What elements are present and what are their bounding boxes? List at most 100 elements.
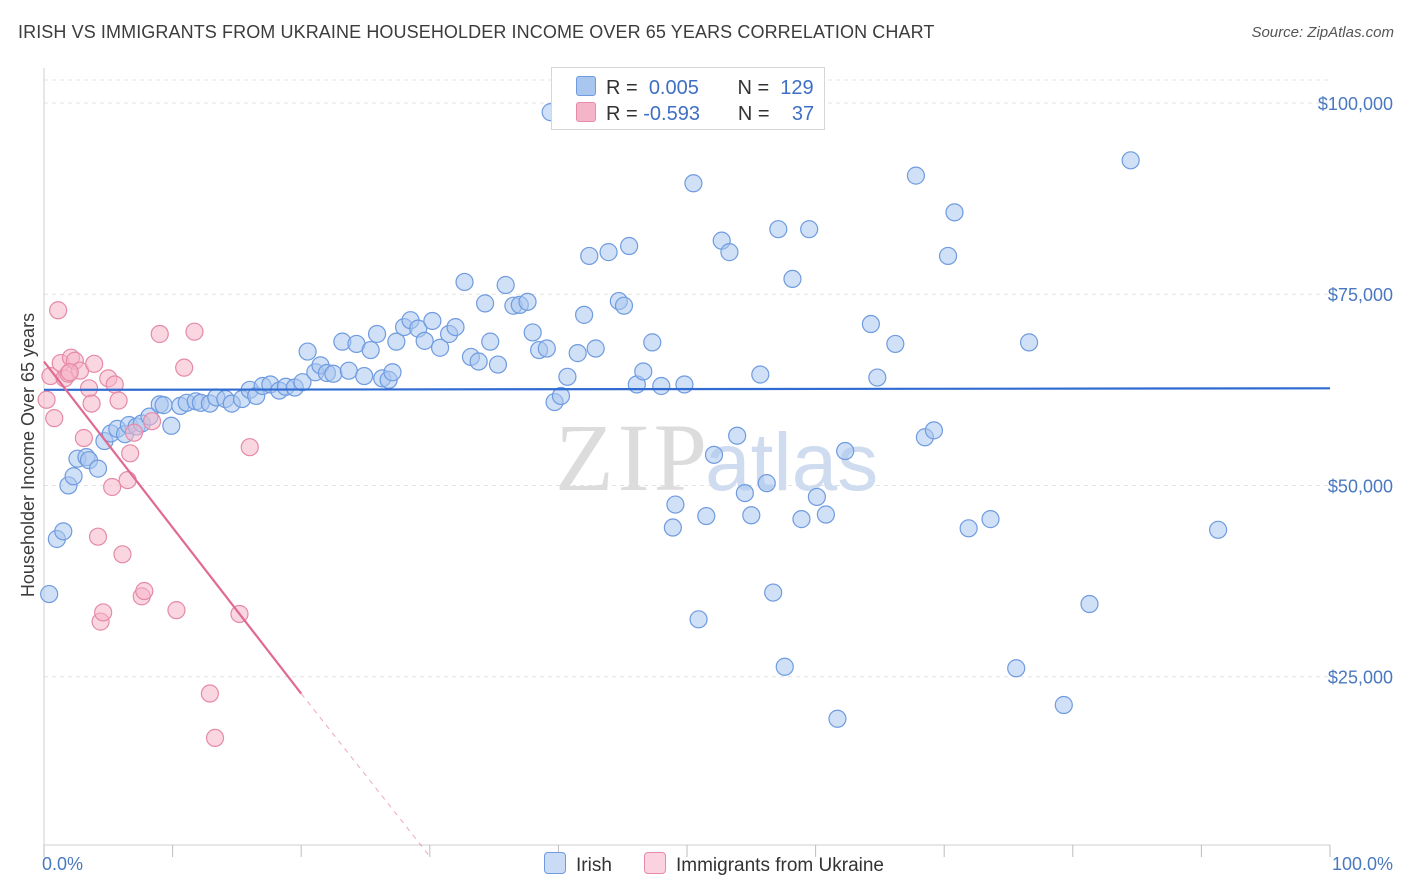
legend-item-ukraine[interactable]: Immigrants from Ukraine <box>644 852 884 877</box>
irish-point <box>298 342 317 361</box>
irish-point <box>383 363 402 382</box>
irish-points <box>40 103 1228 728</box>
y-tick-label: $50,000 <box>1328 476 1393 496</box>
irish-point <box>361 340 380 360</box>
ukraine-trend-extension <box>300 693 431 857</box>
irish-point <box>580 246 599 266</box>
y-tick-label: $100,000 <box>1318 94 1393 114</box>
irish-point <box>751 365 770 384</box>
irish-point <box>88 459 108 478</box>
ukraine-point <box>200 684 219 703</box>
legend-swatch-ukraine <box>576 102 596 122</box>
ukraine-point <box>103 477 122 497</box>
irish-point <box>469 352 488 371</box>
irish-point <box>367 324 387 344</box>
irish-point <box>800 220 819 239</box>
irish-point <box>523 323 542 342</box>
irish-point <box>64 467 83 486</box>
irish-point <box>728 426 747 445</box>
ukraine-point <box>82 394 101 413</box>
irish-trend-line <box>43 387 1331 391</box>
chart-title: IRISH VS IMMIGRANTS FROM UKRAINE HOUSEHO… <box>18 22 935 42</box>
legend-label-ukraine: Immigrants from Ukraine <box>676 855 884 876</box>
irish-point <box>387 332 406 351</box>
legend-item-irish[interactable]: Irish <box>544 852 612 877</box>
irish-point <box>614 296 634 315</box>
irish-point <box>575 305 594 324</box>
irish-point <box>475 294 495 313</box>
irish-point <box>518 292 537 311</box>
irish-point <box>634 362 653 381</box>
irish-point <box>684 174 703 193</box>
irish-point <box>816 505 835 524</box>
irish-point <box>886 334 905 354</box>
irish-point <box>757 474 776 493</box>
source-credit: Source: ZipAtlas.com <box>1251 24 1394 41</box>
irish-point <box>599 243 618 262</box>
r-value-irish: 0.005 <box>648 77 699 99</box>
irish-point <box>807 487 826 507</box>
watermark-zip: ZIP <box>555 404 711 511</box>
axes <box>43 68 1331 857</box>
r-label: R = <box>606 77 638 99</box>
irish-point <box>704 445 724 464</box>
r-value-ukraine: -0.593 <box>643 103 700 125</box>
irish-point <box>697 506 716 526</box>
irish-point <box>423 311 442 331</box>
ukraine-point <box>135 581 154 601</box>
irish-point <box>568 344 587 363</box>
ukraine-point <box>79 379 99 398</box>
ukraine-point <box>113 545 132 564</box>
irish-point <box>938 246 958 266</box>
irish-point <box>643 333 662 352</box>
irish-point <box>924 421 944 440</box>
irish-point <box>666 495 685 514</box>
ukraine-point <box>60 363 79 382</box>
irish-point <box>481 332 500 351</box>
irish-point <box>783 269 802 288</box>
irish-point <box>775 657 794 676</box>
y-tick-label: $25,000 <box>1328 668 1393 688</box>
irish-point <box>792 510 811 529</box>
irish-point <box>537 339 556 358</box>
ukraine-points <box>37 301 259 748</box>
legend-row-irish: R = 0.005 N = 129 <box>576 76 814 100</box>
irish-point <box>675 375 694 394</box>
n-label: N = <box>737 103 770 125</box>
irish-point <box>735 484 754 503</box>
ukraine-point <box>49 301 68 320</box>
ukraine-point <box>185 322 204 341</box>
irish-point <box>945 203 964 222</box>
irish-point <box>430 338 450 357</box>
ukraine-point <box>85 354 104 373</box>
ukraine-point <box>240 438 259 457</box>
ukraine-point <box>74 428 93 448</box>
irish-point <box>496 275 515 295</box>
ukraine-point <box>150 324 169 344</box>
irish-point <box>1121 151 1140 170</box>
irish-point <box>663 518 682 537</box>
irish-point <box>868 368 887 387</box>
y-tick-labels: $25,000 $50,000 $75,000 $100,000 <box>1318 94 1393 688</box>
irish-point <box>446 317 465 337</box>
irish-point <box>828 709 847 728</box>
ukraine-point <box>142 412 162 431</box>
irish-point <box>1007 659 1026 678</box>
ukraine-point <box>94 603 113 622</box>
irish-point <box>40 584 59 604</box>
n-value-irish: 129 <box>780 77 814 99</box>
ukraine-point <box>88 527 108 546</box>
irish-point <box>620 236 639 256</box>
legend-row-ukraine: R = -0.593 N = 37 <box>576 102 814 126</box>
correlation-legend: R = 0.005 N = 129 R = -0.593 N = 37 <box>551 67 825 130</box>
irish-point <box>1019 333 1039 352</box>
irish-point <box>488 355 508 374</box>
ukraine-trend-line <box>43 360 303 695</box>
x-tick-label-start: 0.0% <box>42 854 83 874</box>
irish-point <box>689 610 708 629</box>
ukraine-point <box>124 423 144 442</box>
irish-point <box>293 373 312 392</box>
irish-point <box>981 510 1000 529</box>
irish-point <box>861 314 880 334</box>
y-tick-label: $75,000 <box>1328 285 1393 305</box>
